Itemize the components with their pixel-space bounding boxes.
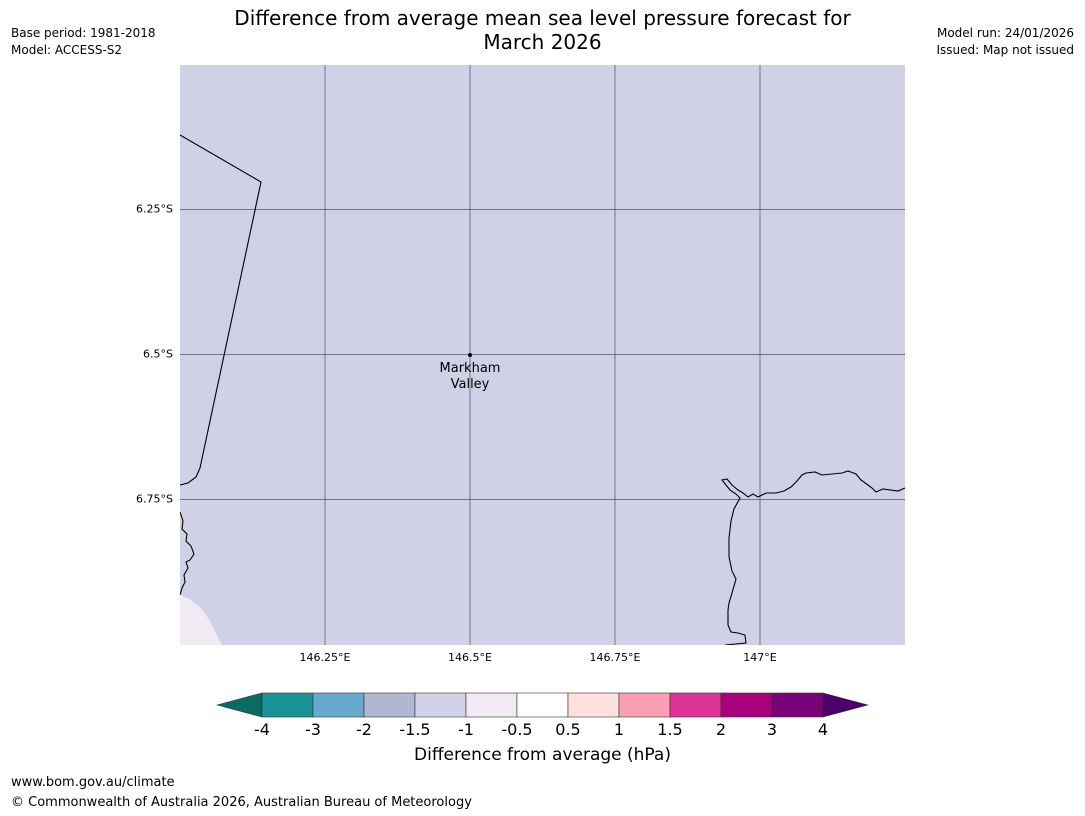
meta-right: Model run: 24/01/2026 Issued: Map not is… (936, 25, 1074, 59)
colorbar-tick-label: -1.5 (399, 720, 431, 739)
footer-url: www.bom.gov.au/climate (11, 775, 175, 790)
lon-label-146-5: 146.5°E (448, 651, 492, 664)
colorbar-segment (771, 692, 824, 718)
graticule (180, 65, 905, 645)
colorbar-tick-label: 4 (817, 720, 829, 739)
meta-left: Base period: 1981-2018 Model: ACCESS-S2 (11, 25, 156, 59)
border-line (180, 134, 262, 486)
lon-label-147: 147°E (743, 651, 777, 664)
lon-label-146-75: 146.75°E (589, 651, 641, 664)
colorbar-tick-label: -1 (458, 720, 474, 739)
lon-label-146-25: 146.25°E (299, 651, 351, 664)
colorbar-tick-label: -0.5 (501, 720, 533, 739)
map-panel: Markham Valley (180, 65, 905, 645)
east-coastline (721, 470, 905, 645)
colorbar-segment (516, 692, 569, 718)
colorbar-segment (414, 692, 467, 718)
colorbar-label: Difference from average (hPa) (414, 745, 671, 765)
colorbar-segment (618, 692, 671, 718)
place-marker (468, 353, 472, 357)
map-corner-region (180, 595, 222, 645)
colorbar-segment (465, 692, 518, 718)
footer-copyright: © Commonwealth of Australia 2026, Austra… (11, 795, 472, 810)
colorbar-tick-label: -2 (356, 720, 372, 739)
colorbar-tick-label: -4 (254, 720, 270, 739)
colorbar-over-arrow (822, 692, 869, 718)
lat-label-6-75: 6.75°S (136, 492, 173, 506)
place-name-line-2: Valley (451, 377, 490, 392)
colorbar (216, 692, 869, 718)
colorbar-tick-label: 0.5 (555, 720, 581, 739)
lat-label-6-5: 6.5°S (143, 347, 173, 361)
model-text: Model: ACCESS-S2 (11, 43, 123, 57)
west-coastline (180, 511, 195, 596)
colorbar-tick-label: -3 (305, 720, 321, 739)
title-line-1: Difference from average mean sea level p… (234, 6, 851, 30)
colorbar-tick-label: 3 (766, 720, 778, 739)
colorbar-segments (261, 692, 824, 718)
colorbar-segment (261, 692, 314, 718)
coastlines-borders (180, 134, 905, 645)
colorbar-tick-label: 1 (613, 720, 625, 739)
title-line-2: March 2026 (483, 30, 602, 54)
colorbar-segment (363, 692, 416, 718)
colorbar-segment (312, 692, 365, 718)
colorbar-tick-label: 2 (715, 720, 727, 739)
colorbar-tick-label: 1.5 (657, 720, 683, 739)
map-title: Difference from average mean sea level p… (180, 6, 905, 54)
lat-label-6-25: 6.25°S (136, 202, 173, 216)
colorbar-segment (669, 692, 722, 718)
colorbar-segment (567, 692, 620, 718)
colorbar-segment (720, 692, 773, 718)
base-period-text: Base period: 1981-2018 (11, 26, 156, 40)
issued-text: Issued: Map not issued (936, 43, 1074, 57)
colorbar-under-arrow (216, 692, 263, 718)
place-name-line-1: Markham (440, 361, 501, 376)
model-run-text: Model run: 24/01/2026 (936, 26, 1074, 40)
